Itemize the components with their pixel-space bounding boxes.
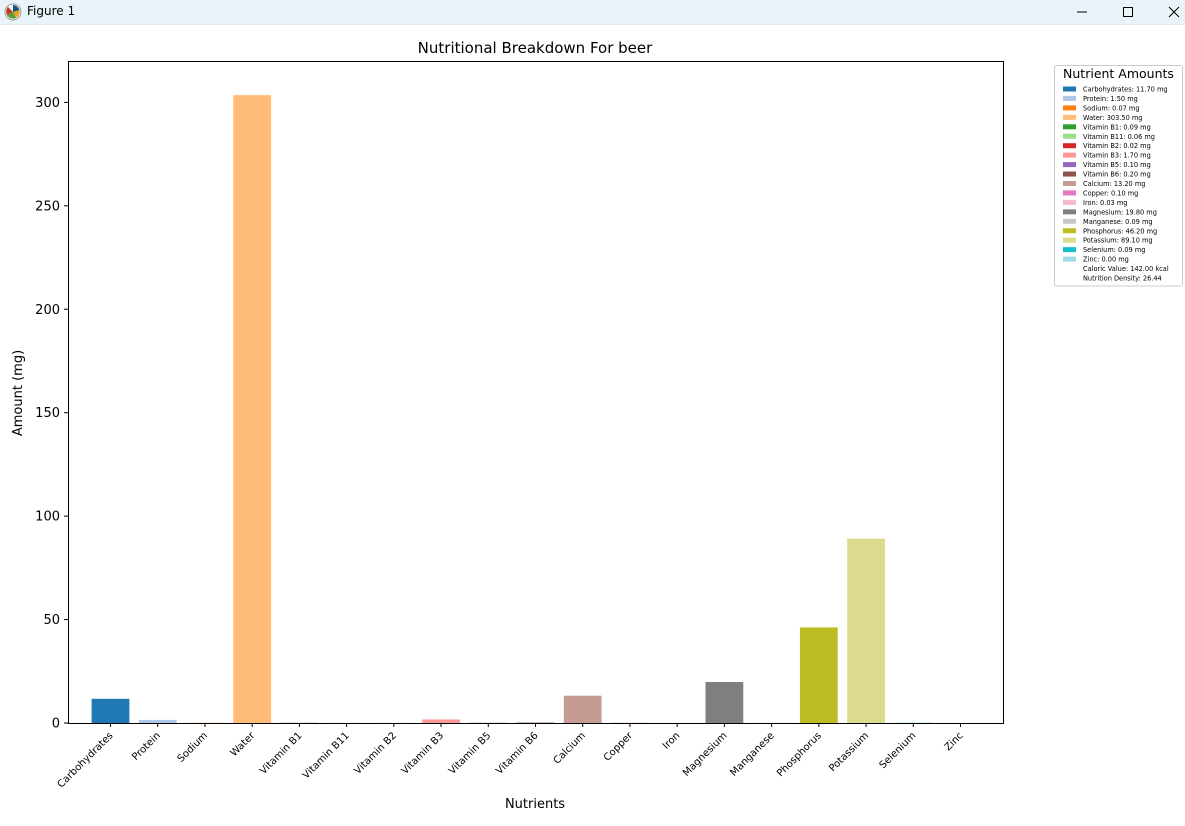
x-tick-label: Selenium <box>878 730 919 771</box>
x-tick-label: Water <box>229 730 258 759</box>
bars-group <box>91 95 933 723</box>
legend-entry: Magnesium: 19.80 mg <box>1083 208 1157 216</box>
legend-entry: Vitamin B5: 0.10 mg <box>1083 161 1151 169</box>
x-tick-label: Vitamin B1 <box>258 730 304 776</box>
legend-entry: Vitamin B2: 0.02 mg <box>1083 142 1151 150</box>
legend-entry: Sodium: 0.07 mg <box>1083 104 1140 112</box>
bar-potassium <box>847 538 885 723</box>
y-axis-label: Amount (mg) <box>11 350 26 436</box>
legend-entry: Vitamin B3: 1.70 mg <box>1083 152 1151 160</box>
bar-calcium <box>563 695 602 723</box>
legend-entry: Water: 303.50 mg <box>1083 114 1142 122</box>
x-axis: Carbohydrates Protein Sodium Water Vitamin B… <box>56 723 966 790</box>
legend-extra-entry: Nutrition Density: 26.44 <box>1083 275 1162 283</box>
x-tick-label: Manganese <box>728 730 776 778</box>
legend-swatch <box>1063 247 1076 253</box>
minimize-icon <box>1077 11 1087 13</box>
legend-swatch <box>1063 95 1076 101</box>
legend-entry: Zinc: 0.00 mg <box>1083 256 1129 264</box>
y-tick-label: 50 <box>43 613 60 628</box>
legend-entry: Vitamin B6: 0.20 mg <box>1083 171 1151 179</box>
legend-swatch <box>1063 256 1076 262</box>
legend-frame <box>1054 65 1183 287</box>
x-tick-label: Zinc <box>943 730 966 753</box>
y-tick-label: 300 <box>35 96 60 111</box>
legend-swatch <box>1063 209 1076 215</box>
maximize-button[interactable] <box>1105 0 1151 24</box>
legend-entry: Manganese: 0.09 mg <box>1083 218 1153 226</box>
x-tick-label: Vitamin B6 <box>494 730 540 776</box>
legend-swatch <box>1063 133 1076 139</box>
x-tick-label: Vitamin B5 <box>447 730 493 776</box>
legend-swatch <box>1063 228 1076 234</box>
bar-vitamin-b3 <box>422 719 460 723</box>
window-title: Figure 1 <box>27 4 76 18</box>
bar-carbohydrates <box>91 698 130 723</box>
x-tick-label: Vitamin B3 <box>400 730 446 776</box>
legend-extra-entry: Caloric Value: 142.00 kcal <box>1083 265 1169 273</box>
legend-swatch <box>1063 190 1076 196</box>
x-tick-label: Potassium <box>827 730 871 774</box>
y-tick-label: 100 <box>35 510 60 525</box>
y-tick-label: 150 <box>35 406 60 421</box>
legend-entry: Vitamin B11: 0.06 mg <box>1083 133 1155 141</box>
legend-swatch <box>1063 162 1076 168</box>
legend-swatch <box>1063 171 1076 177</box>
legend-entry: Copper: 0.10 mg <box>1083 189 1138 197</box>
x-tick-label: Sodium <box>176 730 210 764</box>
legend-swatch <box>1063 181 1076 186</box>
x-tick-label: Phosphorus <box>775 730 824 779</box>
legend-entry: Potassium: 89.10 mg <box>1083 237 1153 245</box>
y-tick-label: 200 <box>35 303 60 318</box>
x-tick-label: Vitamin B11 <box>301 730 352 781</box>
bar-phosphorus <box>799 627 838 723</box>
bar-protein <box>138 719 177 723</box>
legend-entry: Phosphorus: 46.20 mg <box>1083 227 1157 235</box>
legend-entry: Calcium: 13.20 mg <box>1083 180 1145 188</box>
legend-entry: Carbohydrates: 11.70 mg <box>1083 86 1168 94</box>
legend-swatch <box>1063 143 1076 149</box>
bar-magnesium <box>705 682 744 723</box>
legend-title: Nutrient Amounts <box>1063 66 1174 81</box>
x-axis-label: Nutrients <box>505 797 565 812</box>
matplotlib-figure-icon <box>4 3 22 21</box>
y-axis: 0 50 100 150 200 250 300 <box>35 96 68 732</box>
chart-title: Nutritional Breakdown For beer <box>418 39 653 57</box>
legend-swatch <box>1063 114 1076 120</box>
legend-swatch <box>1063 152 1076 158</box>
legend-swatch <box>1063 199 1076 205</box>
legend-swatch <box>1063 218 1076 224</box>
close-button[interactable] <box>1151 0 1185 24</box>
legend-swatch <box>1063 124 1076 130</box>
x-tick-label: Protein <box>130 730 163 763</box>
x-tick-label: Vitamin B2 <box>352 730 398 776</box>
close-icon <box>1168 6 1180 18</box>
maximize-icon <box>1123 7 1133 17</box>
legend-swatch <box>1063 86 1076 92</box>
plot-frame <box>68 61 1004 724</box>
x-tick-label: Magnesium <box>681 730 730 779</box>
x-tick-label: Iron <box>661 730 682 751</box>
legend-swatch <box>1063 237 1076 243</box>
x-tick-label: Carbohydrates <box>56 730 116 790</box>
x-tick-label: Copper <box>602 730 636 764</box>
x-tick-label: Calcium <box>552 730 588 766</box>
legend-entry: Protein: 1.50 mg <box>1083 95 1138 103</box>
bar-water <box>233 95 272 723</box>
y-tick-label: 0 <box>52 717 60 732</box>
minimize-button[interactable] <box>1059 0 1105 24</box>
window-titlebar: Figure 1 <box>0 0 1185 25</box>
legend-entry: Selenium: 0.09 mg <box>1083 246 1145 254</box>
y-tick-label: 250 <box>35 199 60 214</box>
legend-entry: Iron: 0.03 mg <box>1083 199 1127 207</box>
legend-entry: Vitamin B1: 0.09 mg <box>1083 123 1151 131</box>
legend-swatch <box>1063 105 1076 111</box>
